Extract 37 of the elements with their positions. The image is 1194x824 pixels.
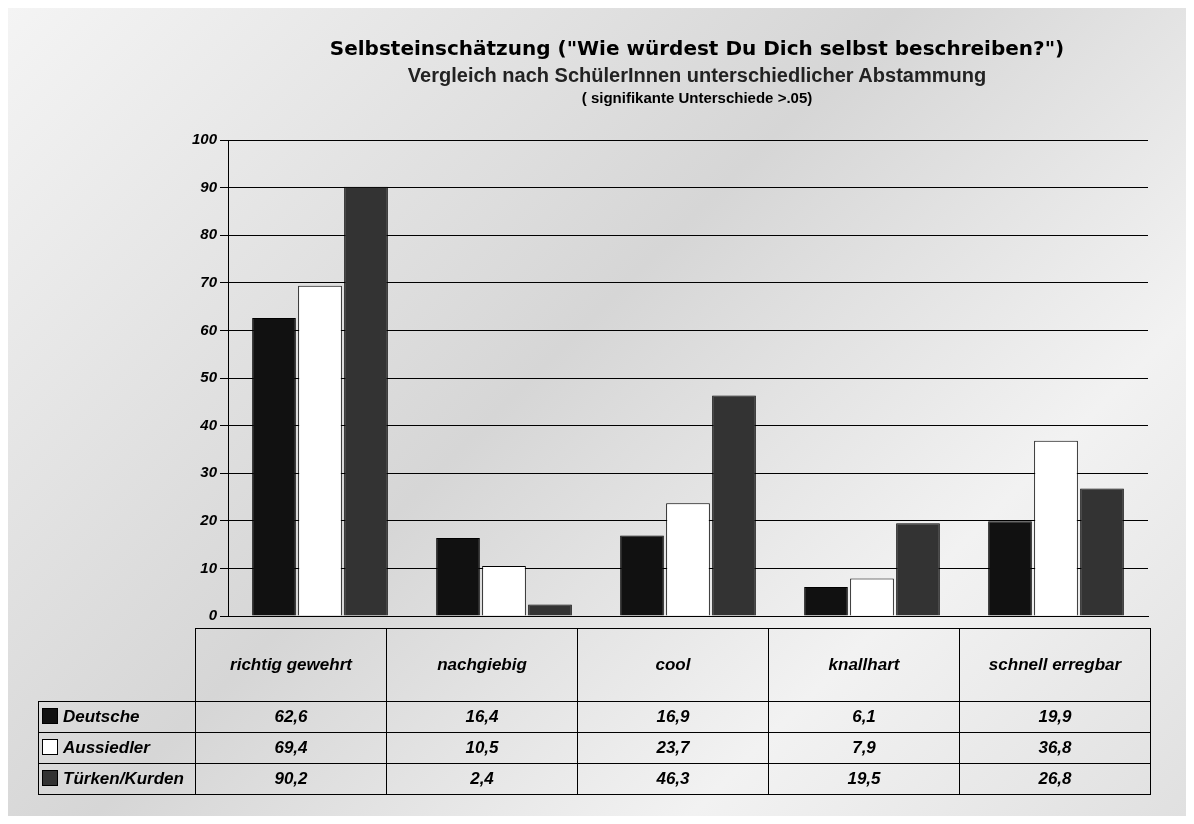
y-tick-label: 40 xyxy=(199,415,218,433)
y-tick-label: 10 xyxy=(200,558,218,576)
legend-label: Deutsche xyxy=(38,701,196,733)
chart-title: Selbsteinschätzung ("Wie würdest Du Dich selbst beschreiben?") xyxy=(328,36,1066,60)
data-label: 69,4 xyxy=(195,732,387,764)
y-tick-label: 100 xyxy=(191,130,218,148)
legend-label: Türken/Kurden xyxy=(38,763,196,795)
data-label: 7,9 xyxy=(768,732,960,764)
y-tick-label: 80 xyxy=(200,225,218,243)
data-label: 36,8 xyxy=(959,732,1151,764)
x-tick-label: schnell erregbar xyxy=(959,628,1151,702)
y-tick-label: 90 xyxy=(200,177,218,195)
x-tick-label: knallhart xyxy=(768,628,960,702)
x-tick-label: cool xyxy=(577,628,769,702)
x-tick-label: nachgiebig xyxy=(386,628,578,702)
data-label: 23,7 xyxy=(577,732,769,764)
chart-subtitle: Vergleich nach SchülerInnen unterschiedlicher Abstammung xyxy=(406,64,988,87)
data-label: 19,5 xyxy=(768,763,960,795)
y-tick-label: 60 xyxy=(200,320,218,338)
data-label: 2,4 xyxy=(386,763,578,795)
data-label: 16,4 xyxy=(386,701,578,733)
y-tick-label: 50 xyxy=(200,368,218,386)
data-label: 62,6 xyxy=(195,701,387,733)
y-tick-label: 30 xyxy=(200,463,218,481)
y-tick-label: 20 xyxy=(199,510,218,528)
data-label: 19,9 xyxy=(959,701,1151,733)
x-tick-label: richtig gewehrt xyxy=(195,628,387,702)
data-label: 10,5 xyxy=(386,732,578,764)
legend-label: Aussiedler xyxy=(38,732,196,764)
data-label: 6,1 xyxy=(768,701,960,733)
data-label: 16,9 xyxy=(577,701,769,733)
data-label: 26,8 xyxy=(959,763,1151,795)
data-label: 46,3 xyxy=(577,763,769,795)
y-tick-label: 0 xyxy=(208,606,218,624)
text: ( signifikante Unterschiede >.05) xyxy=(580,89,814,106)
data-label: 90,2 xyxy=(195,763,387,795)
y-tick-label: 70 xyxy=(200,272,218,290)
